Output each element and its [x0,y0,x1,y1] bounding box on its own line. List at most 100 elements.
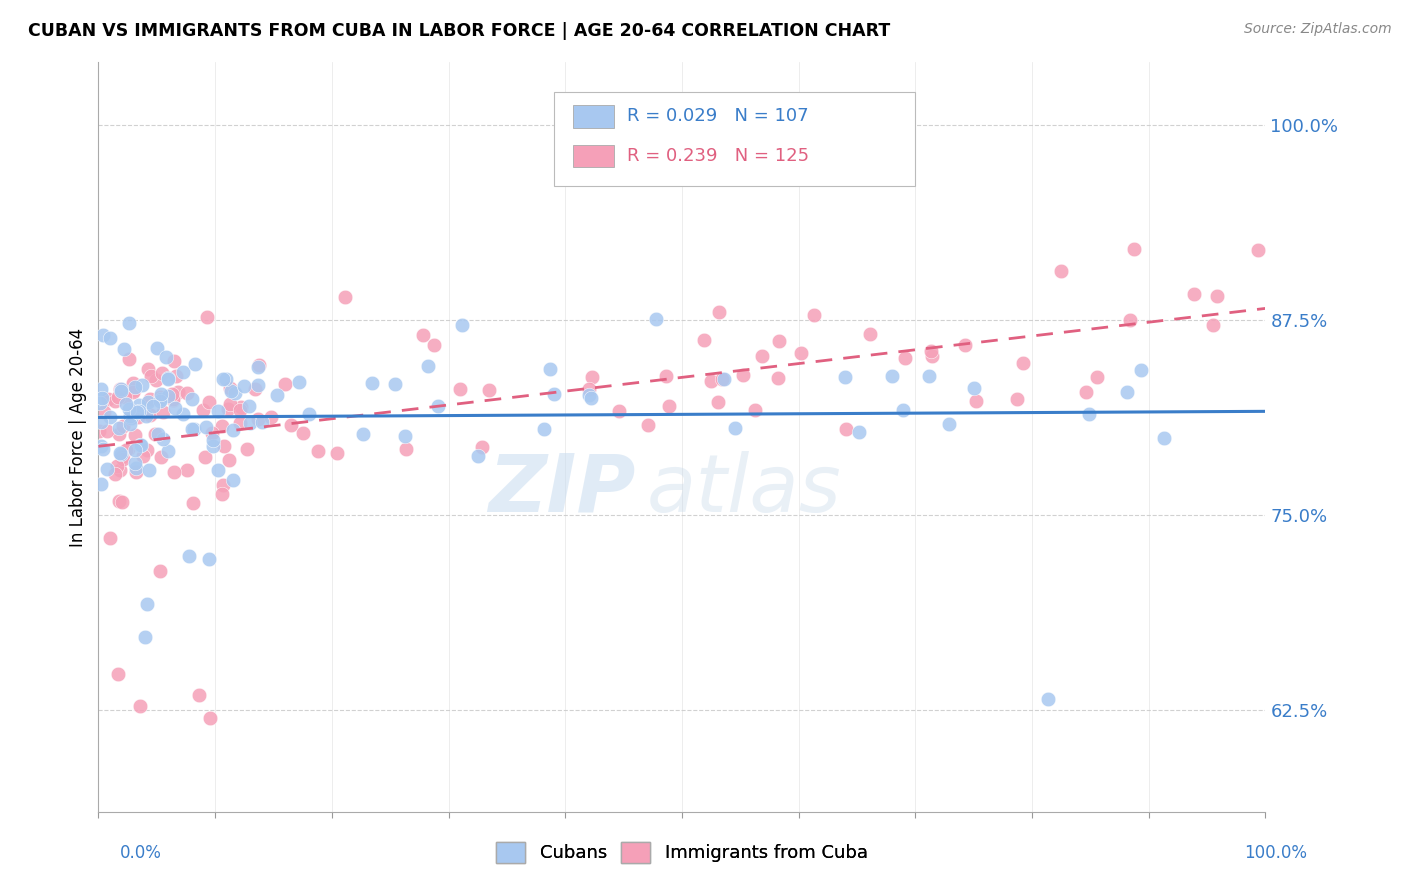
Point [581,370,603,384]
Point [229,417,252,431]
Point [145,341,167,355]
Point [105,458,128,473]
Point [394,428,416,442]
Point [149,390,172,404]
Point [578,383,600,397]
Point [93,328,115,343]
Point [298,407,321,421]
Point [707,394,730,409]
Point [108,382,131,396]
Point [709,305,731,319]
Point [110,384,132,398]
Point [288,376,311,390]
Point [128,438,150,452]
Point [135,597,157,611]
Point [201,433,224,447]
Point [120,417,142,432]
Point [280,417,302,432]
Point [149,564,172,578]
Point [87,424,110,438]
Point [100,330,122,344]
Point [700,374,723,388]
Point [156,372,179,386]
Point [98,531,121,545]
Point [104,467,127,481]
Point [194,450,217,464]
Point [766,371,789,385]
Point [90,415,112,429]
Point [111,450,134,464]
Point [90,477,112,491]
Point [114,442,136,457]
Point [207,463,229,477]
Point [134,630,156,644]
Point [198,395,221,409]
Point [114,390,136,404]
Point [152,433,174,447]
Point [212,477,235,491]
Point [162,392,184,407]
Point [1119,313,1142,327]
Point [121,409,143,424]
Point [110,447,132,461]
Point [139,392,162,406]
Point [657,399,679,413]
Bar [574,105,614,128]
Point [163,465,186,479]
Point [894,351,917,365]
Point [115,397,138,411]
Point [152,405,174,419]
Point [921,350,943,364]
Point [157,389,180,403]
Point [96,462,118,476]
Point [108,494,131,508]
Point [361,376,384,391]
Point [108,427,131,442]
Point [139,408,162,422]
Text: Source: ZipAtlas.com: Source: ZipAtlas.com [1244,22,1392,37]
Point [125,461,148,475]
Point [104,394,127,409]
Point [150,392,173,406]
Point [1122,242,1144,256]
Point [274,376,297,391]
Point [107,420,129,434]
Point [118,401,141,416]
Point [124,456,146,470]
Point [176,463,198,477]
Point [124,380,146,394]
Point [127,410,149,425]
Point [224,385,246,400]
Point [160,387,183,401]
Point [136,362,159,376]
Point [90,382,112,396]
Point [162,353,184,368]
Point [222,473,245,487]
Point [384,376,406,391]
Point [90,391,112,405]
Point [201,426,224,441]
Point [1153,431,1175,445]
Point [478,384,501,398]
Point [128,404,150,418]
Point [146,427,169,442]
Point [1129,363,1152,377]
Point [266,387,288,401]
Point [751,349,773,363]
Point [222,423,245,437]
Point [1050,264,1073,278]
Point [307,444,329,458]
Point [124,443,146,458]
Point [112,342,135,356]
Point [1115,385,1137,400]
Point [100,409,122,424]
Point [187,688,209,702]
Text: ZIP: ZIP [488,450,636,529]
Point [395,442,418,456]
Point [1202,318,1225,332]
Point [107,390,129,404]
Point [1205,289,1227,303]
FancyBboxPatch shape [554,93,915,186]
Point [150,450,173,465]
Point [145,373,167,387]
